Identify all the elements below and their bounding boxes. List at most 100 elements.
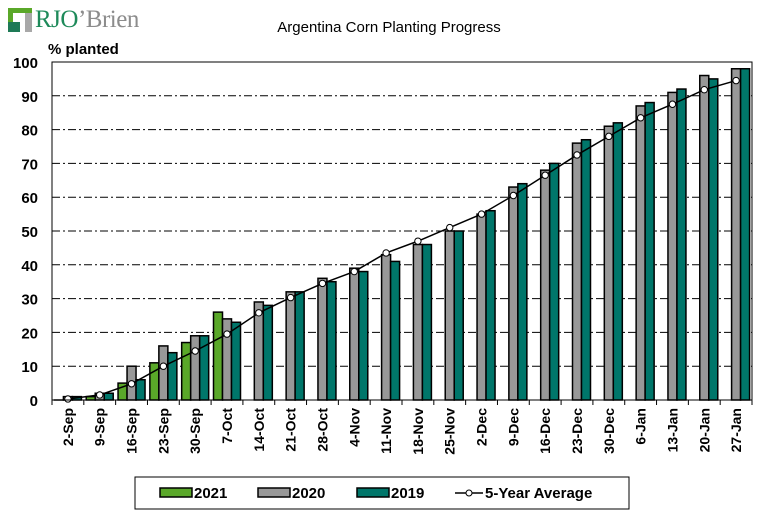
legend-swatch-average-marker: [465, 489, 473, 497]
x-axis-ticks: 2-Sep 9-Sep 16-Sep 23-Sep 30-Sep 7-Oct 14-Oct 2…: [51, 400, 753, 455]
average-marker: [318, 279, 327, 288]
average-marker: [127, 380, 136, 388]
bar-2020: [603, 125, 615, 401]
average-line-path: [67, 79, 737, 400]
average-marker: [414, 237, 422, 245]
bar-2020: [635, 105, 646, 401]
bar-2019: [517, 182, 528, 401]
average-marker: [605, 132, 613, 141]
logo-text-rjo: RJO: [35, 6, 78, 33]
x-tick-label: 30-Sep: [187, 408, 203, 454]
bar-2019: [453, 230, 464, 401]
y-tick-label: 80: [21, 123, 38, 140]
average-marker: [223, 330, 231, 338]
bar-2020: [285, 291, 296, 401]
bar-2021: [149, 362, 160, 401]
bar-2019: [580, 138, 592, 401]
average-marker: [382, 249, 390, 257]
average-marker: [446, 223, 454, 232]
y-tick-label: 100: [13, 55, 38, 72]
legend-label-5-year-average: 5-Year Average: [485, 485, 592, 502]
y-tick-label: 20: [21, 325, 38, 342]
bar-2019: [358, 270, 369, 401]
legend-swatch-2019: [356, 487, 390, 498]
five-year-average-line: [64, 76, 740, 403]
average-marker: [350, 267, 358, 276]
average-marker: [541, 171, 549, 179]
bar-2021: [180, 341, 192, 401]
x-tick-label: 2-Dec: [474, 408, 490, 446]
x-tick-label: 9-Sep: [92, 408, 108, 446]
y-tick-label: 40: [21, 258, 38, 275]
bar-2020: [699, 74, 710, 401]
x-tick-label: 28-Oct: [314, 408, 330, 452]
bar-2020: [317, 277, 328, 401]
average-marker: [255, 309, 263, 317]
bar-2019: [485, 209, 496, 401]
y-tick-label: 30: [21, 292, 38, 309]
legend-label-2021: 2021: [194, 485, 227, 502]
bar-2020: [476, 213, 487, 401]
bar-2019: [294, 291, 305, 401]
bar-2020: [380, 253, 392, 401]
x-tick-label: 21-Oct: [283, 408, 299, 452]
bar-2020: [158, 345, 169, 401]
average-marker: [509, 191, 518, 200]
y-tick-label: 60: [21, 190, 38, 207]
logo-text-brien: ’Brien: [77, 6, 139, 33]
average-marker: [64, 395, 72, 403]
x-tick-label: 7-Oct: [219, 408, 235, 444]
bar-2020: [444, 230, 455, 401]
y-tick-label: 70: [21, 156, 38, 173]
rjobrien-logo: RJO’Brien: [8, 6, 139, 34]
bar-2019: [103, 392, 114, 401]
legend: 2021 2020 2019 5-Year Average: [134, 476, 630, 510]
x-tick-label: 11-Nov: [378, 408, 394, 454]
average-marker: [159, 362, 168, 370]
x-tick-label: 2-Sep: [60, 408, 76, 446]
legend-swatch-2020: [257, 487, 291, 498]
bar-2020: [349, 267, 360, 401]
plot-frame: [51, 61, 753, 401]
bar-2019: [708, 78, 719, 401]
average-marker: [286, 293, 295, 302]
bar-2020: [508, 186, 519, 401]
x-tick-label: 13-Jan: [664, 408, 680, 452]
bar-2019: [326, 280, 337, 401]
x-tick-label: 23-Dec: [569, 408, 585, 454]
gridlines: [52, 95, 752, 367]
bar-2020: [412, 243, 424, 401]
logo-text: RJO’Brien: [35, 6, 139, 34]
average-marker: [573, 151, 581, 159]
x-tick-label: 16-Dec: [537, 408, 553, 454]
bar-2021: [212, 311, 224, 401]
bar-2020: [571, 142, 583, 401]
bar-2019: [548, 162, 560, 401]
bar-2020: [667, 91, 678, 401]
x-tick-label: 16-Sep: [124, 408, 140, 454]
y-axis-label: % planted: [48, 41, 119, 58]
bar-2020: [253, 301, 265, 401]
average-marker: [668, 100, 677, 108]
x-tick-label: 23-Sep: [155, 408, 171, 454]
bar-2020: [539, 169, 551, 401]
bars: [53, 68, 751, 401]
bar-2020: [189, 335, 201, 401]
bar-2020: [730, 68, 742, 401]
bar-2019: [230, 321, 242, 401]
average-marker: [96, 391, 104, 399]
logo-mark-icon: [8, 8, 32, 32]
average-marker: [732, 76, 740, 85]
bar-2019: [135, 378, 146, 401]
x-tick-label: 30-Dec: [601, 408, 617, 454]
bar-2019: [262, 304, 274, 401]
legend-swatch-2021: [159, 487, 193, 498]
x-tick-label: 9-Dec: [505, 408, 521, 446]
average-marker: [477, 210, 486, 218]
x-tick-label: 6-Jan: [633, 408, 649, 445]
x-tick-label: 18-Nov: [410, 408, 426, 455]
y-tick-label: 0: [30, 393, 38, 410]
x-tick-label: 25-Nov: [442, 408, 458, 455]
y-axis-ticks: 0 10 20 30 40 50 60 70 80 90 100: [13, 55, 38, 410]
